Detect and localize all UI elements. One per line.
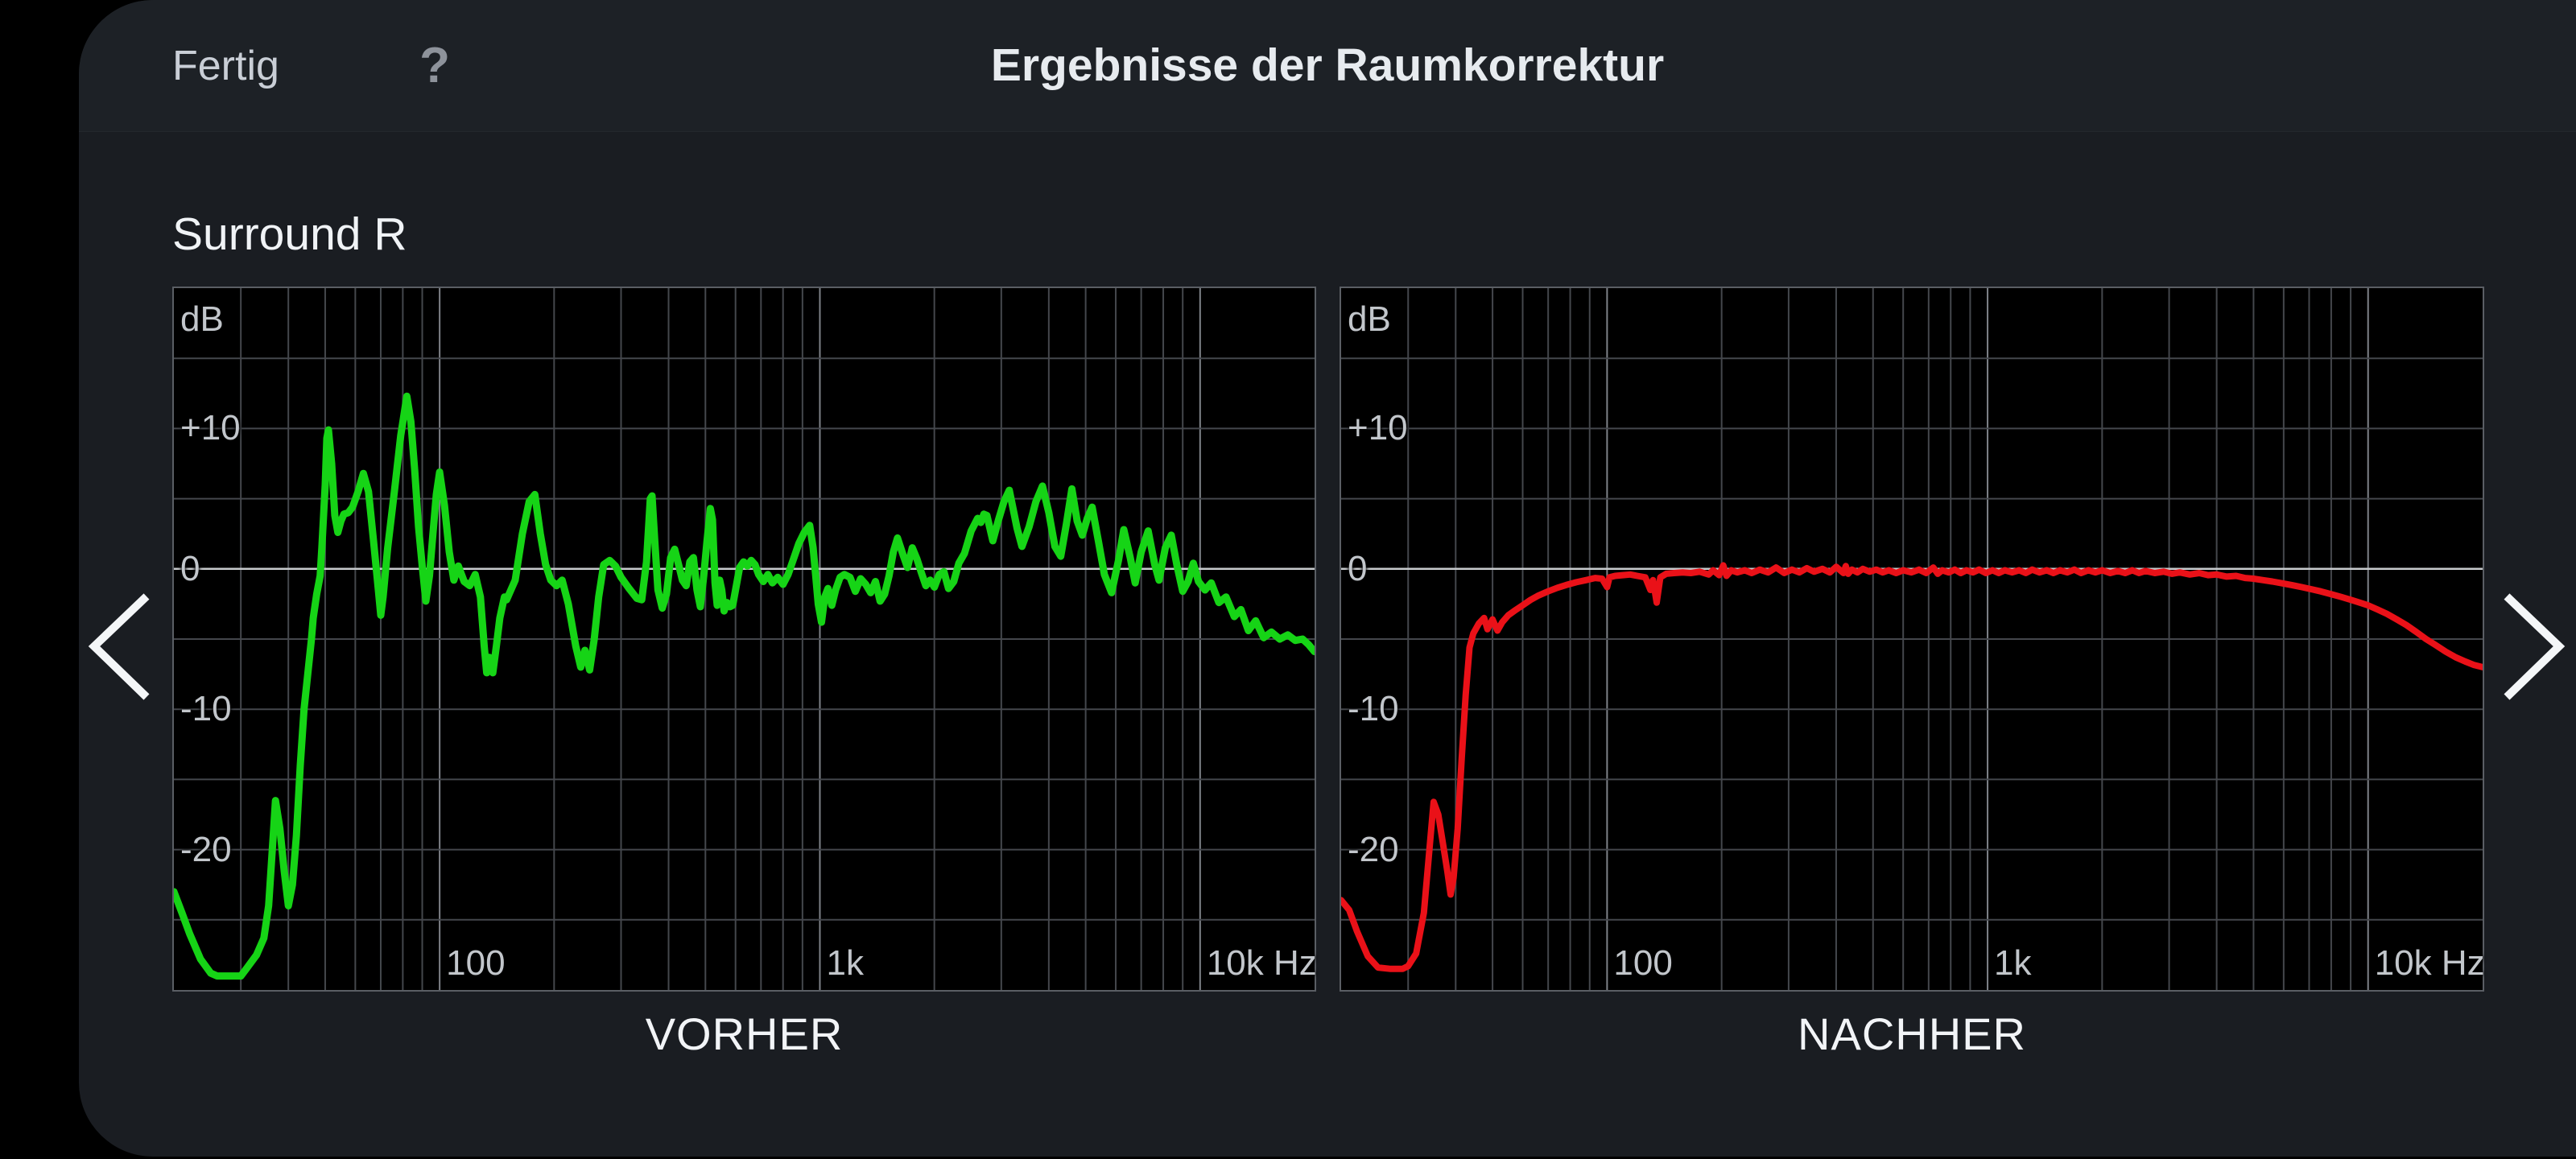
y-tick-label: 0 xyxy=(1348,548,1368,588)
x-tick-label: 10k Hz xyxy=(2374,943,2485,983)
x-tick-label: 100 xyxy=(1613,943,1673,983)
chevron-right-icon xyxy=(2504,593,2566,700)
top-bar xyxy=(79,0,2576,132)
x-tick-label: 1k xyxy=(1994,943,2032,983)
x-tick-label: 1k xyxy=(826,943,864,983)
y-tick-label: -10 xyxy=(1348,689,1399,729)
channel-label: Surround R xyxy=(172,208,407,260)
before-chart: dB +10 0 -10 -20 100 1k 10k Hz xyxy=(172,287,1317,992)
before-chart-caption: VORHER xyxy=(645,1008,844,1059)
y-tick-label: -20 xyxy=(180,829,232,869)
x-tick-label: 100 xyxy=(446,943,506,983)
help-icon[interactable]: ? xyxy=(402,0,467,131)
x-tick-label: 10k Hz xyxy=(1206,943,1317,983)
y-tick-label: 0 xyxy=(180,548,200,588)
chart-canvas-room-response-after-correction xyxy=(1341,288,2483,990)
y-tick-label: +10 xyxy=(1348,408,1408,448)
curve-room-response-after-correction xyxy=(1341,562,2483,972)
y-axis-unit-label: dB xyxy=(180,299,224,339)
curve-room-response-before-correction xyxy=(174,392,1315,980)
y-tick-label: +10 xyxy=(180,408,241,448)
y-axis-unit-label: dB xyxy=(1348,299,1391,339)
after-chart-caption: NACHHER xyxy=(1798,1008,2026,1059)
page-title: Ergebnisse der Raumkorrektur xyxy=(990,39,1665,91)
y-tick-label: -10 xyxy=(180,689,232,729)
after-chart: dB +10 0 -10 -20 100 1k 10k Hz xyxy=(1340,287,2485,992)
y-tick-label: -20 xyxy=(1348,829,1399,869)
prev-speaker-button[interactable] xyxy=(84,586,156,707)
chart-canvas-room-response-before-correction xyxy=(174,288,1315,990)
done-button[interactable]: Fertig xyxy=(172,0,279,131)
chevron-left-icon xyxy=(88,593,150,700)
next-speaker-button[interactable] xyxy=(2497,586,2570,707)
